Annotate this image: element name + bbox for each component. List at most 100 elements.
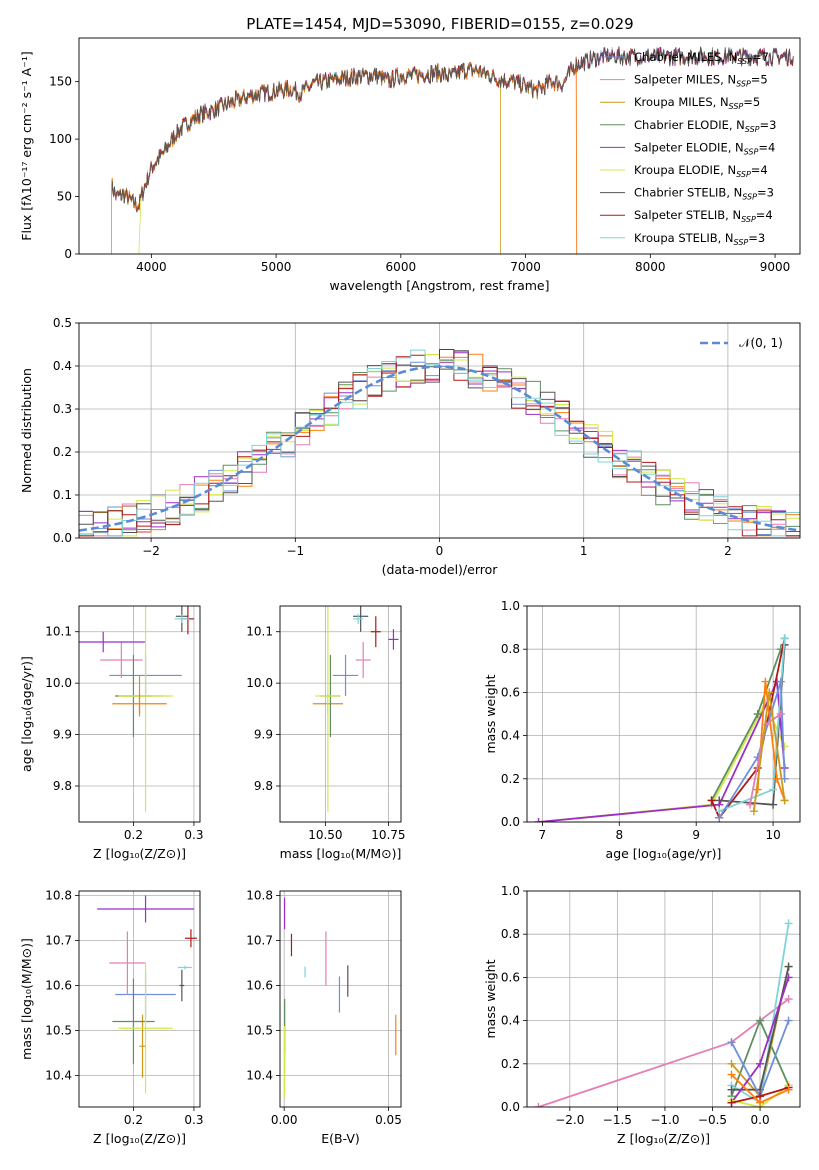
x-tick-label: 10 xyxy=(765,828,780,842)
weight-marker xyxy=(715,813,724,822)
panel-spectrum: 4000 5000 6000 7000 8000 9000 0 50 100 150 wavelen… xyxy=(19,37,801,293)
legend-label-eq: =4 xyxy=(756,208,773,222)
x-tick-label: 0.2 xyxy=(124,1113,143,1127)
weight-marker xyxy=(784,962,793,971)
y-tick-label: 10.4 xyxy=(246,1069,273,1083)
x-tick-label: 8000 xyxy=(635,260,666,274)
spectrum-line xyxy=(138,185,142,254)
legend-label-sub: SSP xyxy=(729,102,744,111)
legend-label-sub: SSP xyxy=(736,80,751,89)
weight-line xyxy=(731,1084,790,1107)
legend-label: Chabrier ELODIE, NSSP=3 xyxy=(634,118,776,134)
axes-frame xyxy=(279,890,402,1108)
y-tick-label: 9.9 xyxy=(254,728,273,742)
x-tick-label: −0.5 xyxy=(698,1113,727,1127)
y-tick-label: 0.0 xyxy=(501,815,520,829)
axes-frame xyxy=(78,890,201,1108)
y-tick-label: 10.0 xyxy=(45,676,72,690)
x-tick-label: −1 xyxy=(286,544,304,558)
legend-label-eq: =3 xyxy=(760,118,777,132)
x-axis-label: age [log₁₀(age/yr)] xyxy=(606,846,722,861)
legend-label: Salpeter STELIB, NSSP=4 xyxy=(634,208,773,224)
legend-label-main: Kroupa ELODIE, N xyxy=(634,163,736,177)
legend-label-eq: =4 xyxy=(758,140,775,154)
y-tick-label: 0.6 xyxy=(501,685,520,699)
x-tick-label: 8 xyxy=(615,828,623,842)
x-tick-label: 0 xyxy=(436,544,444,558)
axes-frame xyxy=(526,890,801,1108)
weight-marker xyxy=(727,1038,736,1047)
y-axis-label: mass weight xyxy=(483,959,498,1038)
legend-label: Kroupa MILES, NSSP=5 xyxy=(634,95,760,111)
legend-label-main: Salpeter MILES, N xyxy=(634,73,736,87)
axes-frame xyxy=(78,37,801,255)
x-tick-label: 1 xyxy=(580,544,588,558)
weight-marker xyxy=(784,919,793,928)
x-tick-label: 9000 xyxy=(760,260,791,274)
plot-area-mass-vs-Z xyxy=(79,891,200,1107)
y-tick-label: 0.8 xyxy=(501,642,520,656)
legend-label-eq: =5 xyxy=(751,73,768,87)
legend-label-main: Chabrier STELIB, N xyxy=(634,186,742,200)
weight-marker xyxy=(769,800,778,809)
y-tick-label: 0.4 xyxy=(53,359,72,373)
spectrum-line xyxy=(111,47,794,213)
weight-marker xyxy=(749,807,758,816)
weight-line xyxy=(756,681,786,801)
y-axis-label: mass [log₁₀(M/M⊙)] xyxy=(19,938,34,1060)
legend-label-sub: SSP xyxy=(737,57,752,66)
y-tick-label: 10.8 xyxy=(246,889,273,903)
weight-marker xyxy=(727,1098,736,1107)
y-tick-label: 10.1 xyxy=(246,625,273,639)
x-tick-label: 4000 xyxy=(136,260,167,274)
legend-label: Kroupa STELIB, NSSP=3 xyxy=(634,231,765,247)
y-tick-label: 0.1 xyxy=(53,488,72,502)
axes-frame xyxy=(526,605,801,823)
y-tick-label: 9.8 xyxy=(53,779,72,793)
y-tick-label: 10.5 xyxy=(45,1024,72,1038)
y-tick-label: 0.2 xyxy=(501,772,520,786)
y-tick-label: 0.0 xyxy=(53,531,72,545)
legend-label-eq: =4 xyxy=(751,163,768,177)
legend-label-main: Kroupa STELIB, N xyxy=(634,231,734,245)
weight-marker xyxy=(769,785,778,794)
x-tick-label: 0.3 xyxy=(184,828,203,842)
y-tick-label: 100 xyxy=(49,132,72,146)
legend-label: Chabrier STELIB, NSSP=3 xyxy=(634,186,774,202)
x-axis-label: Z [log₁₀(Z/Z⊙)] xyxy=(617,1131,710,1146)
weight-marker xyxy=(772,774,781,783)
weight-marker xyxy=(780,796,789,805)
y-tick-label: 0.5 xyxy=(53,316,72,330)
panel-mass-vs-EBV: 0.00 0.05 10.4 10.5 10.6 10.7 10.8 E(B-V) xyxy=(246,889,402,1147)
x-tick-label: 0.0 xyxy=(751,1113,770,1127)
legend-label-main: Salpeter ELODIE, N xyxy=(634,140,744,154)
x-tick-label: 7 xyxy=(539,828,547,842)
y-tick-label: 10.7 xyxy=(45,934,72,948)
weight-marker xyxy=(756,1059,765,1068)
plot-area-mass-weight-vs-age xyxy=(527,606,800,822)
y-tick-label: 0.4 xyxy=(501,1014,520,1028)
y-tick-label: 0.6 xyxy=(501,970,520,984)
legend-label: Kroupa ELODIE, NSSP=4 xyxy=(634,163,768,179)
weight-marker xyxy=(715,796,724,805)
weight-marker xyxy=(753,710,762,718)
plot-area-mass-weight-vs-Z xyxy=(527,891,800,1107)
x-axis-label: Z [log₁₀(Z/Z⊙)] xyxy=(93,846,186,861)
weight-marker xyxy=(727,1059,736,1068)
weight-line xyxy=(538,678,786,822)
y-tick-label: 1.0 xyxy=(501,884,520,898)
legend-label: Salpeter MILES, NSSP=5 xyxy=(634,73,768,89)
legend-label-main: Salpeter STELIB, N xyxy=(634,208,741,222)
y-tick-label: 10.1 xyxy=(45,625,72,639)
weight-marker xyxy=(776,677,785,686)
plot-area-mass-vs-EBV xyxy=(280,891,401,1107)
x-tick-label: −2 xyxy=(142,544,160,558)
axes-frame xyxy=(78,322,801,539)
y-tick-label: 10.5 xyxy=(246,1024,273,1038)
weight-marker xyxy=(784,1085,793,1094)
x-tick-label: 0.3 xyxy=(184,1113,203,1127)
plot-area-age-vs-Z xyxy=(79,606,200,822)
panel-age-vs-Z: 0.2 0.3 9.8 9.9 10.0 10.1 Z [log₁₀(Z/Z⊙)] age [… xyxy=(19,605,203,861)
y-tick-label: 10.7 xyxy=(246,934,273,948)
